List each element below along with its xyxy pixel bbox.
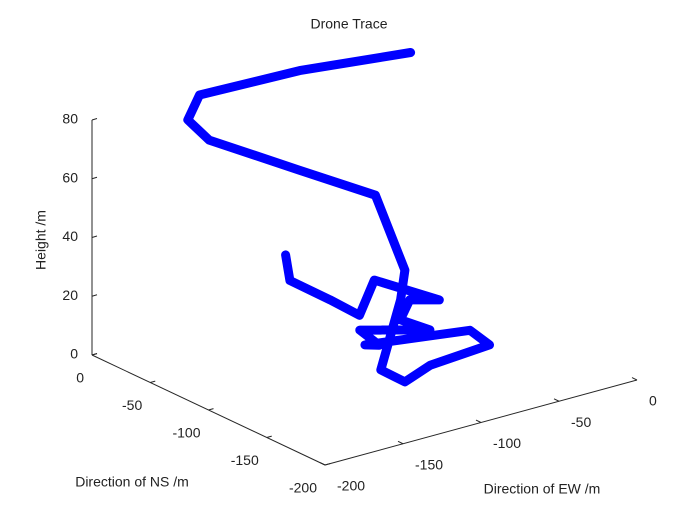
y-tick	[150, 380, 156, 383]
z-tick	[91, 176, 98, 180]
y-tick	[324, 463, 331, 466]
chart-title: Drone Trace	[310, 16, 387, 32]
x-tick	[631, 377, 638, 381]
x-tick	[319, 462, 326, 466]
y-tick-label: -200	[289, 480, 317, 496]
x-tick-label: -150	[415, 456, 443, 472]
x-tick	[397, 440, 404, 445]
y-tick-label: -150	[231, 452, 259, 468]
z-tick-label: 40	[62, 228, 78, 244]
z-tick-label: 0	[70, 346, 78, 362]
x-tick	[553, 398, 560, 402]
y-tick	[208, 408, 214, 411]
x-tick-label: -100	[493, 435, 521, 451]
z-tick	[91, 235, 98, 238]
x-tick	[475, 419, 482, 423]
z-tick	[91, 118, 98, 121]
y-axis-label: Direction of NS /m	[75, 474, 189, 490]
z-tick-label: 80	[62, 111, 78, 127]
y-tick	[266, 435, 272, 438]
y-tick-label: -50	[122, 397, 142, 413]
y-tick-label: 0	[76, 370, 84, 386]
x-axis-label: Direction of EW /m	[484, 481, 601, 497]
x-tick-label: 0	[649, 393, 657, 409]
z-tick-label: 60	[62, 169, 78, 185]
y-tick	[91, 353, 98, 356]
trace-line	[183, 48, 494, 387]
x-tick-label: -50	[571, 414, 591, 430]
z-axis-label: Height /m	[33, 210, 49, 270]
y-tick-label: -100	[172, 425, 200, 441]
x-tick-label: -200	[337, 478, 365, 494]
z-tick-label: 20	[62, 287, 78, 303]
z-tick	[91, 294, 98, 297]
